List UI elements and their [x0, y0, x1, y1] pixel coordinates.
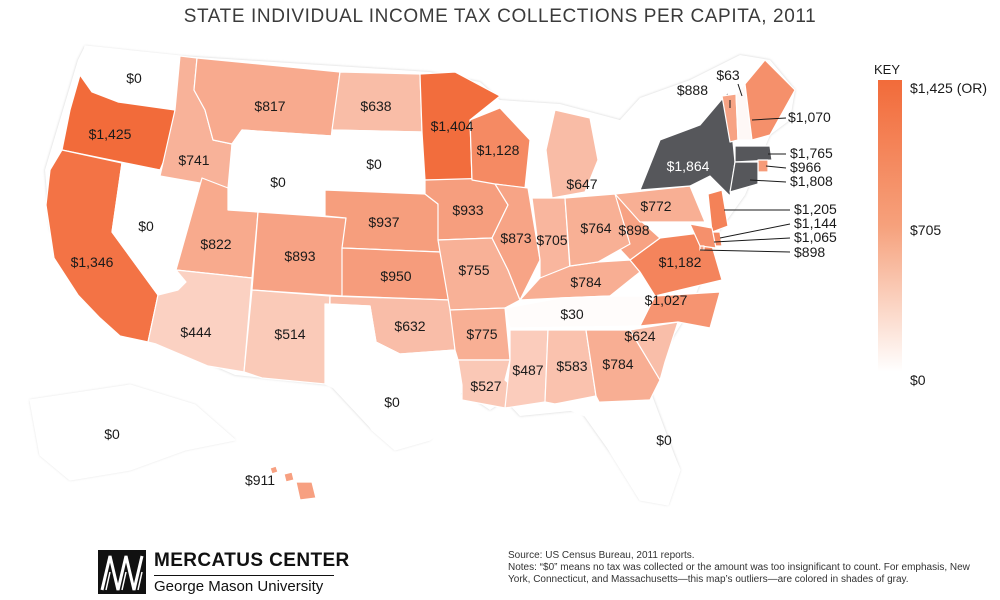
state-label-pa: $772 — [640, 198, 671, 214]
state-label-nd: $638 — [360, 98, 391, 114]
state-label-fl: $0 — [656, 432, 672, 448]
mercatus-logo: MERCATUS CENTER George Mason University — [98, 546, 358, 598]
brand-subtitle: George Mason University — [154, 575, 334, 595]
leader-line-ct — [749, 179, 787, 183]
state-label-dc: $898 — [794, 244, 825, 260]
state-label-al: $583 — [556, 358, 587, 374]
state-pa — [614, 185, 706, 223]
value-labels: $0 $1,425 $1,346 $0 $741 $817 $0 $822 $444 $893 $5… — [71, 67, 837, 488]
state-label-wv: $898 — [618, 222, 649, 238]
leader-line-nh — [737, 83, 743, 97]
state-label-la: $527 — [470, 378, 501, 394]
state-hi — [269, 465, 317, 501]
state-label-mn: $1,404 — [431, 118, 474, 134]
state-md — [689, 223, 717, 249]
state-label-tx: $0 — [384, 394, 400, 410]
leader-line-ri — [765, 165, 787, 169]
state-label-de: $1,144 — [794, 215, 837, 231]
state-label-ks: $950 — [380, 268, 411, 284]
key-title: KEY — [874, 62, 901, 77]
brand-name: MERCATUS CENTER — [154, 550, 350, 571]
state-label-co: $893 — [284, 248, 315, 264]
leader-line-de — [719, 223, 791, 239]
state-dc — [699, 245, 705, 251]
state-label-sd: $0 — [366, 156, 382, 172]
state-label-ma: $1,765 — [790, 145, 833, 161]
source-text: Source: US Census Bureau, 2011 reports. — [508, 550, 695, 561]
state-label-tn: $30 — [560, 306, 584, 322]
state-label-mo: $755 — [458, 262, 489, 278]
state-al — [544, 329, 597, 405]
state-label-ne: $937 — [368, 214, 399, 230]
state-label-il: $873 — [500, 230, 531, 246]
state-label-md: $1,065 — [794, 229, 837, 245]
state-label-ak: $0 — [104, 426, 120, 442]
state-oh — [564, 193, 631, 267]
state-label-nm: $514 — [274, 326, 305, 342]
state-label-ga: $784 — [602, 356, 633, 372]
state-nm — [243, 289, 331, 385]
state-label-id: $741 — [178, 152, 209, 168]
leader-lines — [699, 83, 791, 253]
state-ms — [504, 329, 549, 409]
key-min-label: $0 — [910, 372, 926, 388]
state-mi — [545, 109, 599, 199]
source-notes: Source: US Census Bureau, 2011 reports. … — [508, 550, 988, 586]
state-label-wi: $1,128 — [477, 142, 520, 158]
state-nj — [707, 189, 729, 233]
key-color-scale — [878, 80, 902, 372]
state-ma — [734, 145, 773, 163]
state-label-ky: $784 — [570, 274, 601, 290]
leader-line-dc — [699, 249, 791, 253]
state-label-sc: $624 — [624, 328, 655, 344]
state-label-ri: $966 — [790, 159, 821, 175]
state-label-ar: $775 — [466, 326, 497, 342]
state-ct — [729, 161, 759, 193]
state-nc — [639, 291, 721, 329]
state-tx — [324, 303, 463, 451]
state-sc — [629, 321, 679, 381]
state-label-in: $705 — [536, 232, 567, 248]
state-label-ut: $822 — [200, 236, 231, 252]
leader-line-me — [751, 117, 787, 121]
state-wy — [227, 129, 333, 217]
state-il — [491, 183, 541, 301]
state-label-az: $444 — [180, 324, 211, 340]
state-label-ia: $933 — [452, 202, 483, 218]
leader-line-md — [713, 237, 791, 243]
state-ak — [29, 384, 236, 481]
state-label-ny: $1,864 — [667, 158, 710, 174]
state-label-ms: $487 — [512, 362, 543, 378]
state-label-nc: $1,027 — [645, 292, 688, 308]
state-label-oh: $764 — [580, 220, 611, 236]
state-label-nv: $0 — [138, 218, 154, 234]
state-label-wa: $0 — [126, 70, 142, 86]
state-label-nh: $63 — [716, 67, 740, 83]
state-label-ca: $1,346 — [71, 254, 114, 270]
notes-text: Notes: “$0” means no tax was collected o… — [508, 562, 970, 585]
state-label-nj: $1,205 — [794, 201, 837, 217]
state-fl — [554, 399, 681, 506]
state-label-ok: $632 — [394, 318, 425, 334]
state-label-mi: $647 — [566, 176, 597, 192]
states-layer — [29, 45, 796, 506]
key-mid-label: $705 — [910, 222, 942, 238]
state-label-hi: $911 — [245, 472, 275, 488]
state-label-wy: $0 — [270, 174, 286, 190]
state-label-mt: $817 — [254, 98, 285, 114]
state-label-me: $1,070 — [788, 109, 831, 125]
mercatus-logo-icon — [98, 550, 146, 594]
state-label-or: $1,425 — [89, 126, 132, 142]
map-title: STATE INDIVIDUAL INCOME TAX COLLECTIONS … — [183, 6, 817, 27]
state-label-ct: $1,808 — [790, 173, 833, 189]
key-max-label: $1,425 (OR) — [910, 80, 988, 96]
state-label-vt: $888 — [677, 82, 708, 98]
state-label-va: $1,182 — [659, 254, 702, 270]
